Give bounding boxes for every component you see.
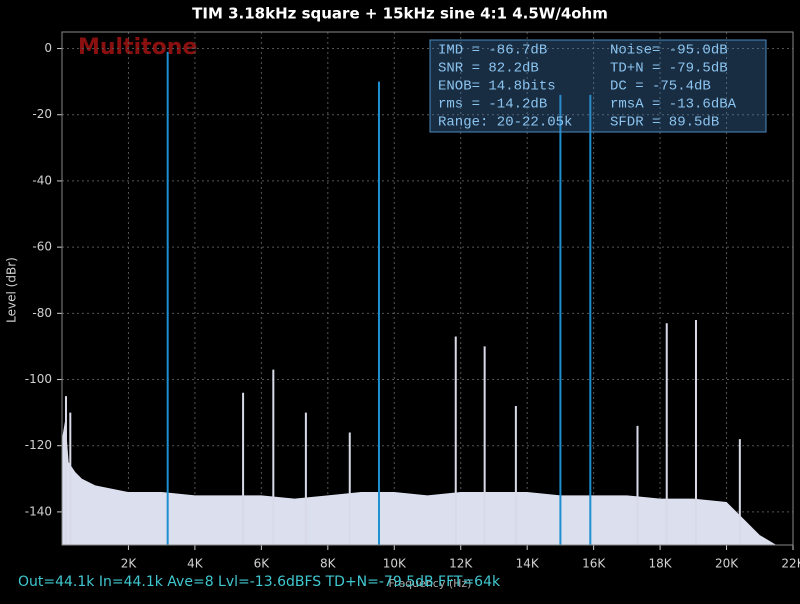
x-tick-label: 10K xyxy=(383,557,407,571)
stat: SNR = 82.2dB xyxy=(438,61,539,77)
x-tick-label: 18K xyxy=(649,557,673,571)
y-tick-label: -40 xyxy=(32,173,52,187)
x-tick-label: 16K xyxy=(582,557,606,571)
x-tick-label: 4K xyxy=(187,557,204,571)
x-axis-label: Frequency (Hz) xyxy=(389,577,472,590)
stat: DC = -75.4dB xyxy=(610,79,711,95)
x-tick-label: 8K xyxy=(320,557,337,571)
stat: TD+N = -79.5dB xyxy=(610,61,728,77)
status-bar: Out=44.1k In=44.1k Ave=8 Lvl=-13.6dBFS T… xyxy=(18,574,501,590)
stat: Range: 20-22.05k xyxy=(438,115,572,131)
stat: Noise= -95.0dB xyxy=(610,43,728,59)
stat: ENOB= 14.8bits xyxy=(438,79,556,95)
stat: rmsA = -13.6dBA xyxy=(610,97,737,113)
stat: SFDR = 89.5dB xyxy=(610,115,719,131)
x-tick-label: 14K xyxy=(516,557,540,571)
y-tick-label: -60 xyxy=(32,240,52,254)
y-tick-label: -80 xyxy=(32,306,52,320)
x-tick-label: 12K xyxy=(449,557,473,571)
x-tick-label: 6K xyxy=(254,557,271,571)
x-tick-label: 20K xyxy=(715,557,739,571)
chart-title: TIM 3.18kHz square + 15kHz sine 4:1 4.5W… xyxy=(192,5,608,23)
stat: IMD = -86.7dB xyxy=(438,43,547,59)
plot-frame xyxy=(61,31,794,546)
stat: rms = -14.2dB xyxy=(438,97,547,113)
x-tick-label: 2K xyxy=(121,557,138,571)
watermark: Multitone xyxy=(78,35,197,60)
plot xyxy=(57,31,794,550)
y-tick-label: -140 xyxy=(25,504,52,518)
noise-floor xyxy=(62,419,793,545)
y-tick-label: -100 xyxy=(25,372,52,386)
y-tick-label: -20 xyxy=(32,107,52,121)
y-tick-label: 0 xyxy=(44,41,52,55)
y-axis-label: Level (dBr) xyxy=(5,257,19,323)
stats-box xyxy=(429,39,767,133)
y-tick-label: -120 xyxy=(25,438,52,452)
x-tick-label: 22K xyxy=(781,557,800,571)
